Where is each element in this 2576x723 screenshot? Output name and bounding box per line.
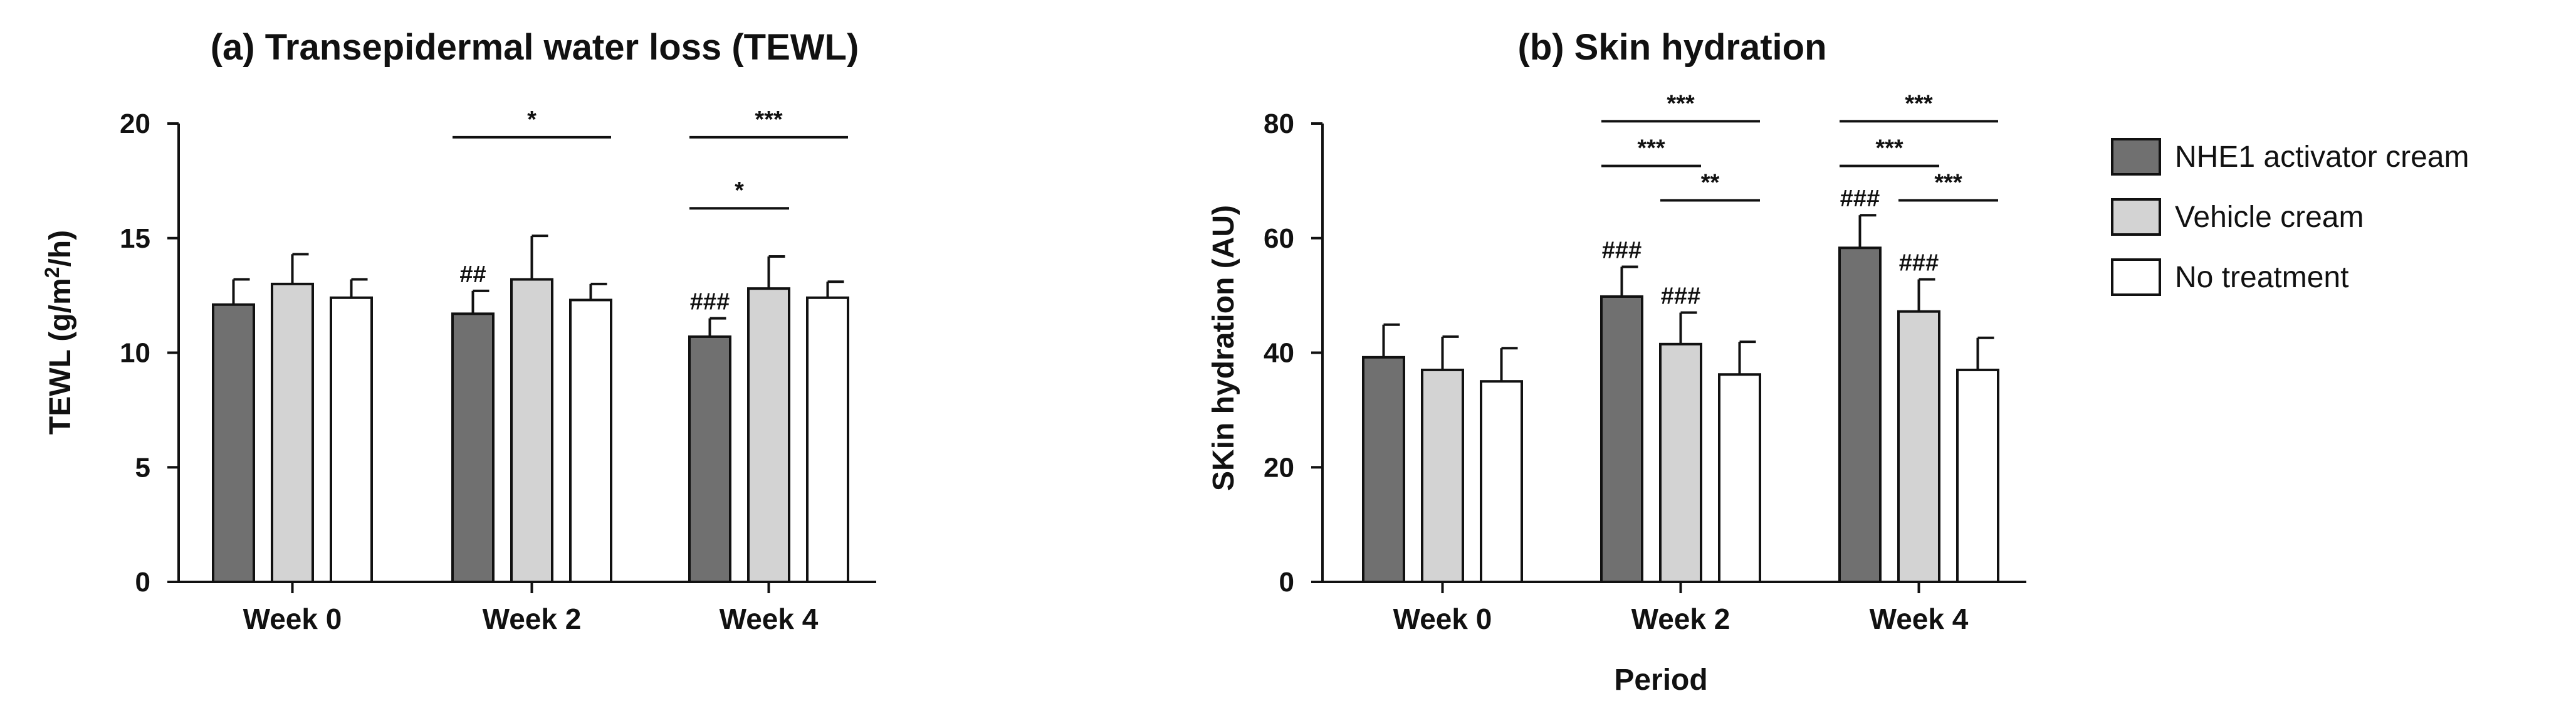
panel-a-bar <box>271 282 314 583</box>
panel-a-y-axis-label: TEWL (g/m2/h) <box>41 230 77 435</box>
panel-b-y-axis-label: SKin hydration (AU) <box>1207 205 1240 491</box>
panel-b-comparison-label: *** <box>1934 169 1962 196</box>
panel-a-bar <box>212 303 255 583</box>
panel-b-x-tick-label: Week 4 <box>1870 603 1969 635</box>
panel-a-bar <box>747 287 790 583</box>
panel-a-y-tick-label: 0 <box>135 567 150 598</box>
panel-b-bar <box>1480 380 1523 583</box>
legend: NHE1 activator cream Vehicle cream No tr… <box>2111 138 2469 296</box>
panel-a-x-tick-label: Week 0 <box>243 603 342 635</box>
panel-b-title: (b) Skin hydration <box>1518 27 1827 68</box>
panel-b-skin-hydration: (b) Skin hydration SKin hydration (AU) P… <box>1207 27 2026 697</box>
panel-b-x-tick-label: Week 0 <box>1393 603 1492 635</box>
panel-b-y-tick-label: 40 <box>1264 338 1294 369</box>
panel-b-y-tick-label: 60 <box>1264 223 1294 254</box>
legend-label-no-treatment: No treatment <box>2175 261 2348 294</box>
legend-swatch-nhe1 <box>2111 138 2161 176</box>
panel-a-title: (a) Transepidermal water loss (TEWL) <box>211 27 859 68</box>
panel-a-bar <box>330 296 373 583</box>
panel-b-bar <box>1421 368 1464 583</box>
legend-swatch-vehicle <box>2111 198 2161 236</box>
panel-b-comparison-label: *** <box>1905 90 1933 117</box>
panel-a-bar <box>510 278 553 583</box>
panel-b-comparison-label: ** <box>1701 169 1720 196</box>
panel-a-bar-annotation: ## <box>459 261 486 288</box>
panel-a-bar <box>451 312 495 583</box>
panel-a-x-tick-label: Week 2 <box>483 603 582 635</box>
panel-b-comparison-label: *** <box>1875 135 1903 162</box>
panel-b-x-axis-label: Period <box>1614 663 1707 697</box>
panel-a-y-tick-label: 5 <box>135 452 150 483</box>
panel-b-y-tick-label: 0 <box>1279 567 1294 598</box>
panel-b-y-tick-label: 80 <box>1264 108 1294 139</box>
panel-b-comparison-label: *** <box>1637 135 1665 162</box>
panel-a-tewl: (a) Transepidermal water loss (TEWL) TEW… <box>41 27 876 635</box>
panel-b-bar-annotation: ### <box>1661 283 1700 310</box>
panel-b-bar <box>1362 356 1405 583</box>
panel-b-bar-annotation: ### <box>1840 186 1880 212</box>
panel-b-comparison-label: *** <box>1667 90 1695 117</box>
panel-a-x-tick-label: Week 4 <box>720 603 819 635</box>
panel-a-bar-annotation: ### <box>690 289 730 315</box>
panel-a-bar <box>806 296 849 583</box>
panel-b-bar <box>1659 342 1702 583</box>
panel-b-bar <box>1718 373 1761 583</box>
panel-a-comparison-label: * <box>735 177 744 204</box>
panel-b-x-tick-label: Week 2 <box>1631 603 1730 635</box>
panel-b-bar-annotation: ### <box>1899 250 1939 277</box>
legend-label-nhe1: NHE1 activator cream <box>2175 140 2469 174</box>
panel-b-bar <box>1600 295 1643 583</box>
panel-a-y-tick-label: 15 <box>120 223 150 254</box>
panel-a-comparison-label: *** <box>755 107 783 133</box>
panel-b-bar <box>1897 310 1940 583</box>
panel-a-bar <box>688 335 731 583</box>
panel-b-bar <box>1838 246 1882 583</box>
legend-label-vehicle: Vehicle cream <box>2175 201 2364 234</box>
panel-a-bar <box>569 298 612 583</box>
panel-a-y-tick-label: 10 <box>120 338 150 369</box>
panel-b-y-tick-label: 20 <box>1264 452 1294 483</box>
panel-b-bar-annotation: ### <box>1602 237 1641 263</box>
legend-swatch-no-treatment <box>2111 258 2161 296</box>
panel-a-y-tick-label: 20 <box>120 108 150 139</box>
panel-b-bar <box>1956 368 1999 583</box>
panel-a-comparison-label: * <box>527 107 537 133</box>
